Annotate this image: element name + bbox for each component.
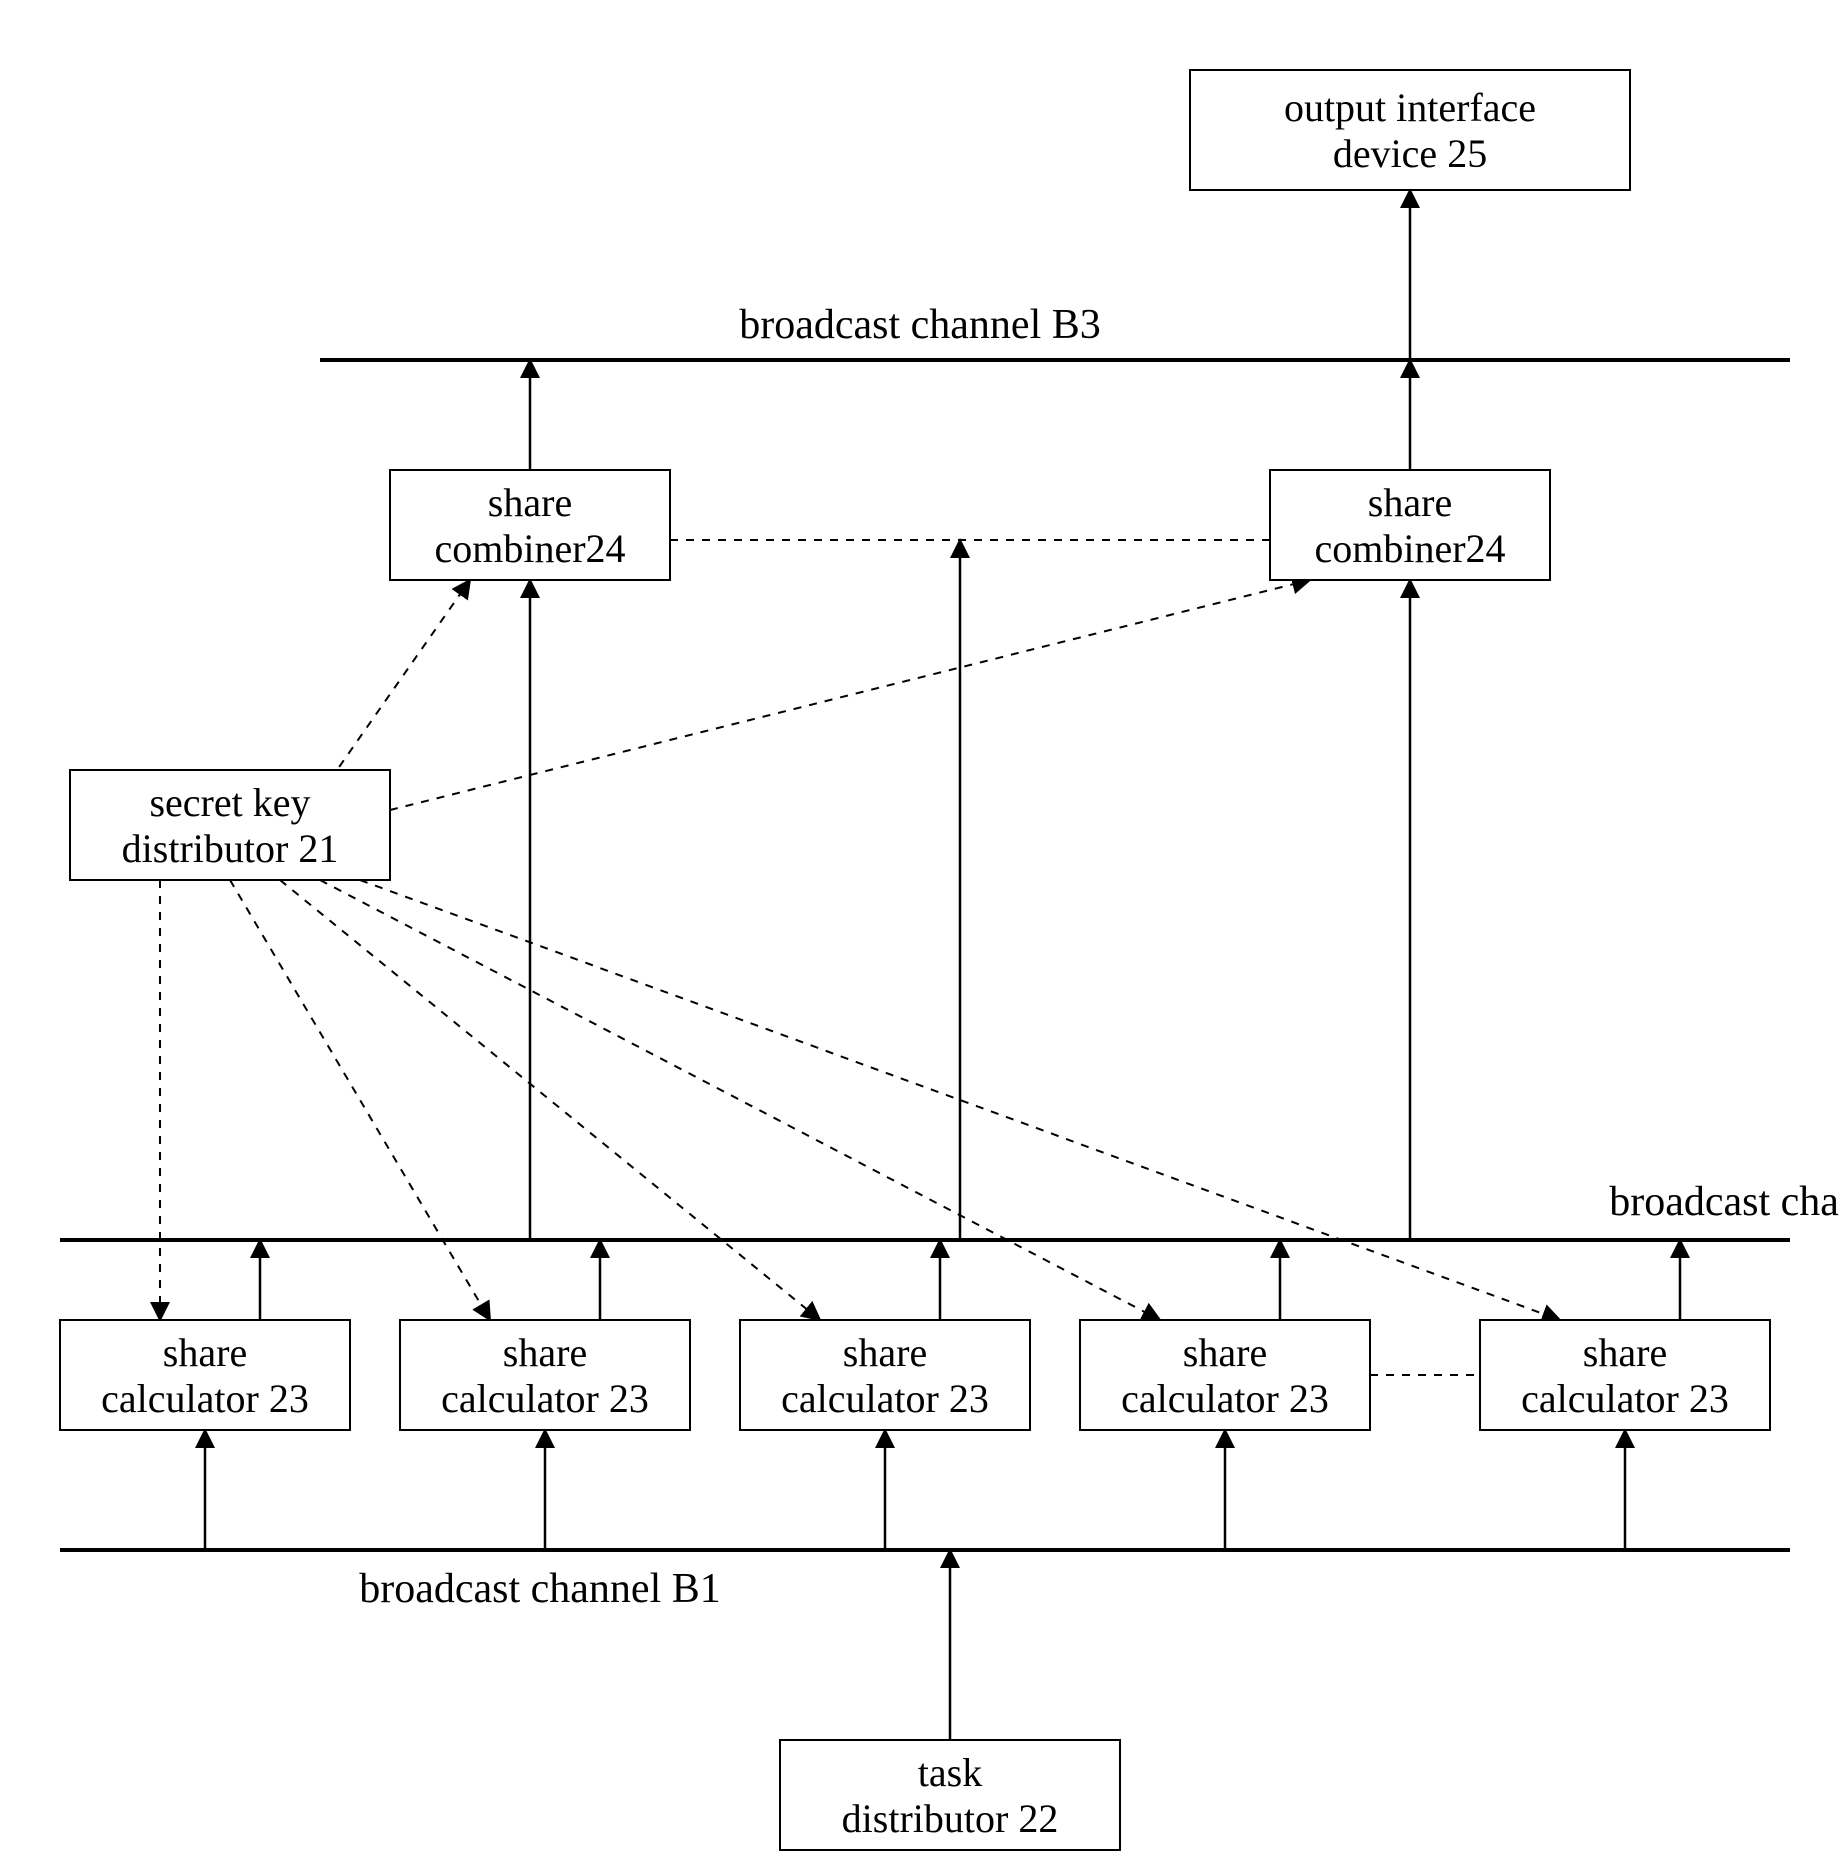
- bus-label-b2: broadcast channel B2: [1609, 1179, 1839, 1225]
- share-combiner-right-label-0: share: [1368, 480, 1452, 525]
- share-combiner-right-label-1: combiner24: [1314, 526, 1505, 571]
- bus-label-b3: broadcast channel B3: [739, 302, 1101, 348]
- share-calculator-1-label-0: share: [163, 1330, 247, 1375]
- share-calculator-3: sharecalculator 23: [740, 1320, 1030, 1430]
- task-distributor-label-0: task: [918, 1750, 982, 1795]
- output-interface-device-label-0: output interface: [1284, 85, 1536, 130]
- sk-to-combR: [390, 580, 1310, 810]
- share-calculator-4: sharecalculator 23: [1080, 1320, 1370, 1430]
- share-combiner-left: sharecombiner24: [390, 470, 670, 580]
- secret-key-distributor: secret keydistributor 21: [70, 770, 390, 880]
- dashed-arrow-layer: [160, 580, 1560, 1320]
- share-calculator-2-label-0: share: [503, 1330, 587, 1375]
- task-distributor: taskdistributor 22: [780, 1740, 1120, 1850]
- share-combiner-right: sharecombiner24: [1270, 470, 1550, 580]
- share-calculator-1-label-1: calculator 23: [101, 1376, 309, 1421]
- task-distributor-label-1: distributor 22: [842, 1796, 1059, 1841]
- share-calculator-4-label-1: calculator 23: [1121, 1376, 1329, 1421]
- share-combiner-left-label-1: combiner24: [434, 526, 625, 571]
- share-calculator-2-label-1: calculator 23: [441, 1376, 649, 1421]
- sk-to-combL: [330, 580, 470, 780]
- share-calculator-3-label-0: share: [843, 1330, 927, 1375]
- share-calculator-4-label-0: share: [1183, 1330, 1267, 1375]
- output-interface-device-label-1: device 25: [1333, 131, 1487, 176]
- share-combiner-left-label-0: share: [488, 480, 572, 525]
- share-calculator-5-label-1: calculator 23: [1521, 1376, 1729, 1421]
- bus-label-b1: broadcast channel B1: [359, 1566, 721, 1612]
- solid-arrow-layer: [205, 190, 1680, 1740]
- output-interface-device: output interfacedevice 25: [1190, 70, 1630, 190]
- share-calculator-5: sharecalculator 23: [1480, 1320, 1770, 1430]
- secret-key-distributor-label-0: secret key: [149, 780, 310, 825]
- share-calculator-2: sharecalculator 23: [400, 1320, 690, 1430]
- share-calculator-1: sharecalculator 23: [60, 1320, 350, 1430]
- secret-key-distributor-label-1: distributor 21: [122, 826, 339, 871]
- share-calculator-5-label-0: share: [1583, 1330, 1667, 1375]
- share-calculator-3-label-1: calculator 23: [781, 1376, 989, 1421]
